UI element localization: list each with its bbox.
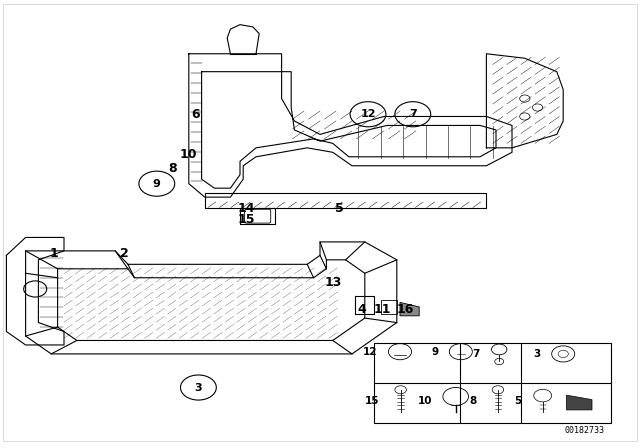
- Text: 00182733: 00182733: [564, 426, 605, 435]
- Text: 7: 7: [472, 349, 480, 359]
- Text: 2: 2: [120, 246, 129, 260]
- Text: 5: 5: [515, 396, 522, 406]
- Bar: [374, 343, 611, 423]
- Text: 8: 8: [470, 396, 477, 406]
- Text: 9: 9: [431, 347, 438, 357]
- Polygon shape: [400, 302, 419, 316]
- Text: 13: 13: [324, 276, 342, 289]
- Text: 10: 10: [417, 396, 432, 406]
- Text: 5: 5: [335, 202, 344, 215]
- Text: 8: 8: [168, 161, 177, 175]
- Text: 4: 4: [357, 302, 366, 316]
- Text: 15: 15: [237, 213, 255, 226]
- Polygon shape: [566, 395, 592, 410]
- Text: 1: 1: [50, 246, 59, 260]
- Text: 12: 12: [363, 347, 378, 357]
- Text: 9: 9: [153, 179, 161, 189]
- Text: 6: 6: [191, 108, 200, 121]
- Text: 7: 7: [409, 109, 417, 119]
- Text: 14: 14: [237, 202, 255, 215]
- Text: 11: 11: [374, 302, 392, 316]
- Text: 12: 12: [360, 109, 376, 119]
- Text: 15: 15: [365, 396, 380, 406]
- Text: 3: 3: [534, 349, 541, 359]
- Text: 16: 16: [396, 302, 414, 316]
- Text: 10: 10: [180, 148, 198, 161]
- Text: 3: 3: [195, 383, 202, 392]
